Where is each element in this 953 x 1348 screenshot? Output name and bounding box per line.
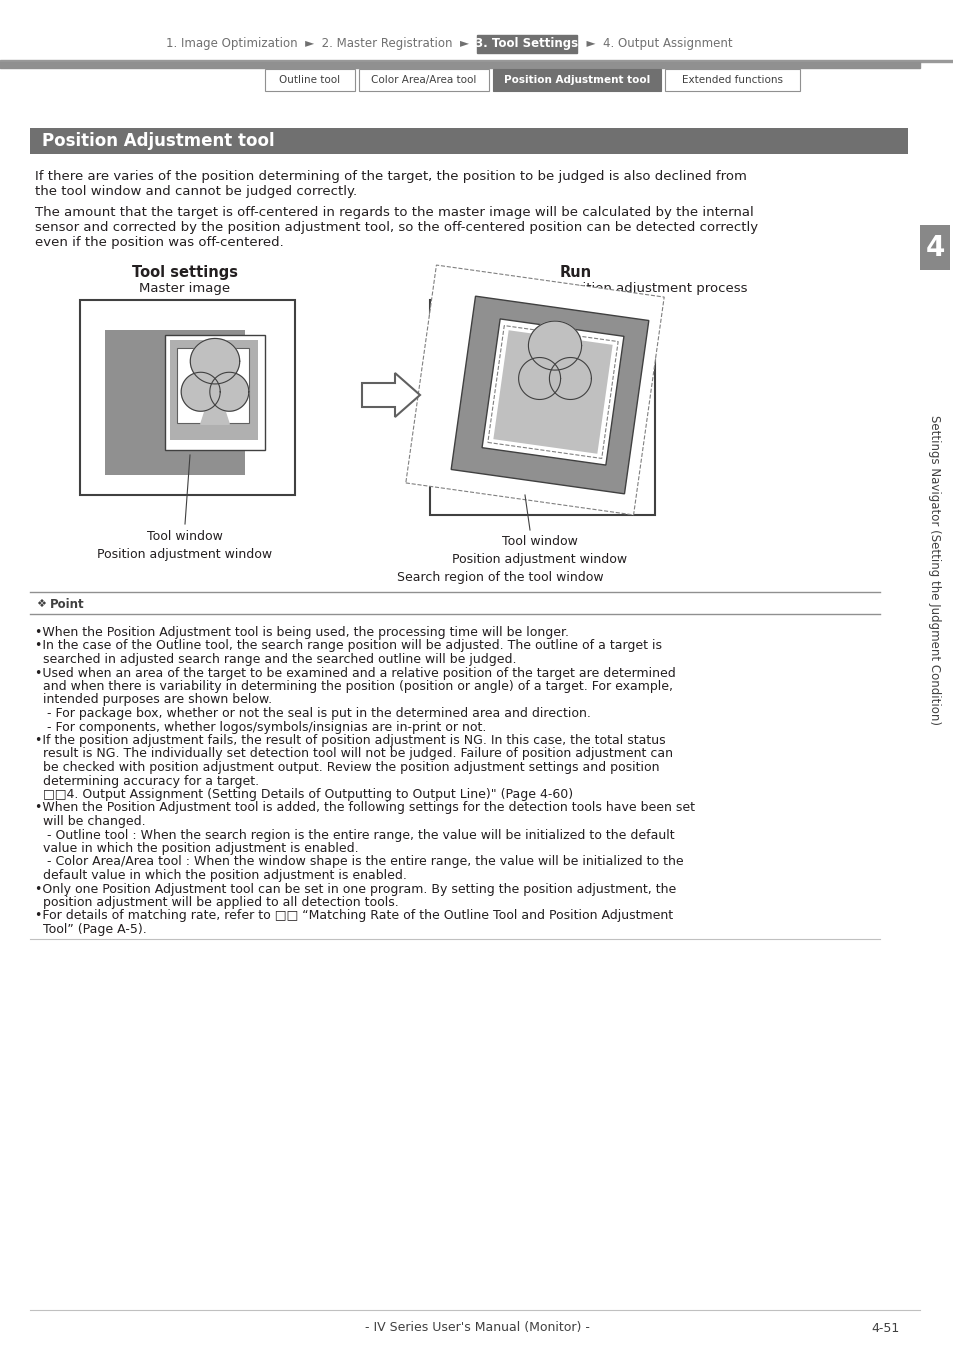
Text: even if the position was off-centered.: even if the position was off-centered. xyxy=(35,236,283,249)
Bar xyxy=(919,225,949,270)
Polygon shape xyxy=(493,330,612,454)
Text: •Used when an area of the target to be examined and a relative position of the t: •Used when an area of the target to be e… xyxy=(35,666,675,679)
Bar xyxy=(80,301,294,495)
Bar xyxy=(265,69,355,92)
Text: •In the case of the Outline tool, the search range position will be adjusted. Th: •In the case of the Outline tool, the se… xyxy=(35,639,661,652)
Polygon shape xyxy=(451,297,648,493)
Bar xyxy=(30,128,907,154)
Text: Tool settings: Tool settings xyxy=(132,266,237,280)
Bar xyxy=(358,69,489,92)
Text: 4: 4 xyxy=(924,233,943,262)
Bar xyxy=(177,348,249,423)
Polygon shape xyxy=(549,357,591,399)
Text: 1. Image Optimization  ►  2. Master Registration  ►: 1. Image Optimization ► 2. Master Regist… xyxy=(167,36,476,50)
Text: •When the Position Adjustment tool is being used, the processing time will be lo: •When the Position Adjustment tool is be… xyxy=(35,625,568,639)
Bar xyxy=(165,336,265,450)
Text: •When the Position Adjustment tool is added, the following settings for the dete: •When the Position Adjustment tool is ad… xyxy=(35,802,695,814)
Text: sensor and corrected by the position adjustment tool, so the off-centered positi: sensor and corrected by the position adj… xyxy=(35,221,758,235)
Bar xyxy=(493,69,660,92)
Text: - For package box, whether or not the seal is put in the determined area and dir: - For package box, whether or not the se… xyxy=(35,706,590,720)
Text: □□4. Output Assignment (Setting Details of Outputting to Output Line)" (Page 4-6: □□4. Output Assignment (Setting Details … xyxy=(35,789,573,801)
Text: determining accuracy for a target.: determining accuracy for a target. xyxy=(35,775,259,787)
Text: - IV Series User's Manual (Monitor) -: - IV Series User's Manual (Monitor) - xyxy=(364,1321,589,1335)
Text: will be changed.: will be changed. xyxy=(35,816,146,828)
Text: Position adjustment process: Position adjustment process xyxy=(559,282,747,295)
Polygon shape xyxy=(539,388,570,414)
Text: - For components, whether logos/symbols/insignias are in-print or not.: - For components, whether logos/symbols/… xyxy=(35,720,486,733)
Text: Settings Navigator (Setting the Judgment Condition): Settings Navigator (Setting the Judgment… xyxy=(927,415,941,725)
Text: •For details of matching rate, refer to □□ “Matching Rate of the Outline Tool an: •For details of matching rate, refer to … xyxy=(35,910,673,922)
Text: - Color Area/Area tool : When the window shape is the entire range, the value wi: - Color Area/Area tool : When the window… xyxy=(35,856,683,868)
Text: ❖: ❖ xyxy=(36,599,46,609)
Text: The amount that the target is off-centered in regards to the master image will b: The amount that the target is off-center… xyxy=(35,206,753,218)
Bar xyxy=(105,330,245,474)
Polygon shape xyxy=(518,357,560,399)
Text: Tool window: Tool window xyxy=(147,530,223,543)
Text: the tool window and cannot be judged correctly.: the tool window and cannot be judged cor… xyxy=(35,185,356,198)
Text: Tool” (Page A-5).: Tool” (Page A-5). xyxy=(35,923,147,936)
Text: Search region of the tool window: Search region of the tool window xyxy=(396,572,602,584)
Text: Position adjustment window: Position adjustment window xyxy=(452,553,627,566)
Text: Position Adjustment tool: Position Adjustment tool xyxy=(503,75,649,85)
Bar xyxy=(476,35,577,53)
Text: result is NG. The individually set detection tool will not be judged. Failure of: result is NG. The individually set detec… xyxy=(35,748,672,760)
Polygon shape xyxy=(405,266,663,515)
Bar xyxy=(430,301,655,515)
Bar xyxy=(0,62,919,67)
Text: Outline tool: Outline tool xyxy=(279,75,340,85)
Text: be checked with position adjustment output. Review the position adjustment setti: be checked with position adjustment outp… xyxy=(35,762,659,774)
Text: Master image: Master image xyxy=(139,282,231,295)
Polygon shape xyxy=(181,372,220,411)
Polygon shape xyxy=(210,372,249,411)
Text: •If the position adjustment fails, the result of position adjustment is NG. In t: •If the position adjustment fails, the r… xyxy=(35,735,665,747)
Text: and when there is variability in determining the position (position or angle) of: and when there is variability in determi… xyxy=(35,679,672,693)
Text: Point: Point xyxy=(50,597,85,611)
Text: default value in which the position adjustment is enabled.: default value in which the position adju… xyxy=(35,869,406,882)
Text: Position Adjustment tool: Position Adjustment tool xyxy=(42,132,274,150)
Text: searched in adjusted search range and the searched outline will be judged.: searched in adjusted search range and th… xyxy=(35,652,516,666)
Bar xyxy=(664,69,800,92)
Text: Run: Run xyxy=(559,266,592,280)
Polygon shape xyxy=(528,321,581,371)
Text: 3. Tool Settings: 3. Tool Settings xyxy=(475,38,578,50)
Text: Position adjustment window: Position adjustment window xyxy=(97,549,273,561)
Text: - Outline tool : When the search region is the entire range, the value will be i: - Outline tool : When the search region … xyxy=(35,829,674,841)
Bar xyxy=(0,61,953,62)
Text: If there are varies of the position determining of the target, the position to b: If there are varies of the position dete… xyxy=(35,170,746,183)
Polygon shape xyxy=(200,400,229,425)
Text: Color Area/Area tool: Color Area/Area tool xyxy=(371,75,476,85)
Polygon shape xyxy=(481,319,623,465)
Text: intended purposes are shown below.: intended purposes are shown below. xyxy=(35,693,272,706)
Text: value in which the position adjustment is enabled.: value in which the position adjustment i… xyxy=(35,842,358,855)
Text: Tool window: Tool window xyxy=(501,535,578,549)
Polygon shape xyxy=(191,338,239,384)
Text: ►  4. Output Assignment: ► 4. Output Assignment xyxy=(578,36,732,50)
Text: Extended functions: Extended functions xyxy=(681,75,782,85)
Text: position adjustment will be applied to all detection tools.: position adjustment will be applied to a… xyxy=(35,896,398,909)
Text: 4-51: 4-51 xyxy=(871,1321,899,1335)
Bar xyxy=(170,340,257,439)
Polygon shape xyxy=(361,373,419,417)
Text: •Only one Position Adjustment tool can be set in one program. By setting the pos: •Only one Position Adjustment tool can b… xyxy=(35,883,676,895)
